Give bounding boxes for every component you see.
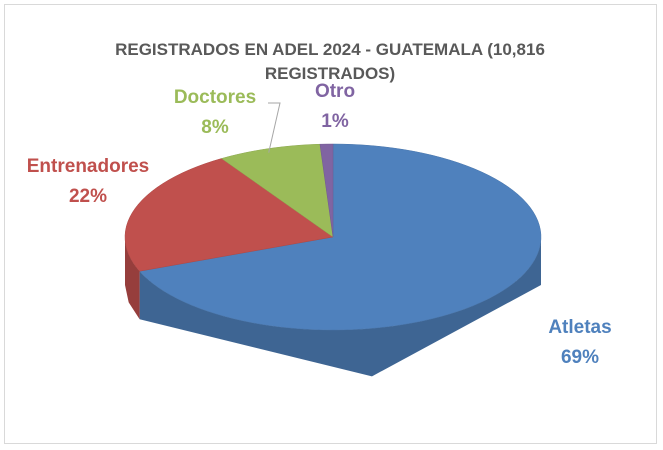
slice-top: [124, 158, 334, 272]
data-label-value: 1%: [321, 111, 349, 132]
pie-slice: [139, 143, 542, 377]
pie-slice: [319, 143, 334, 238]
slice-top: [220, 143, 334, 238]
pie-slice: [220, 143, 334, 238]
data-label-value: 69%: [561, 347, 599, 368]
data-label-name: Atletas: [548, 317, 611, 338]
slice-top: [319, 143, 334, 238]
data-label-name: Otro: [315, 81, 355, 102]
leader-line: [268, 102, 281, 153]
chart-title: REGISTRADOS EN ADEL 2024 - GUATEMALA (10…: [115, 40, 545, 83]
data-label-name: Entrenadores: [27, 156, 149, 177]
slice-side: [125, 237, 140, 320]
slice-side: [139, 237, 542, 377]
data-label-value: 22%: [69, 186, 107, 207]
slice-top: [139, 143, 542, 331]
pie-slice: [124, 158, 334, 320]
chart-frame: [4, 4, 657, 444]
data-label-value: 8%: [201, 117, 229, 138]
data-label-name: Doctores: [174, 87, 256, 108]
